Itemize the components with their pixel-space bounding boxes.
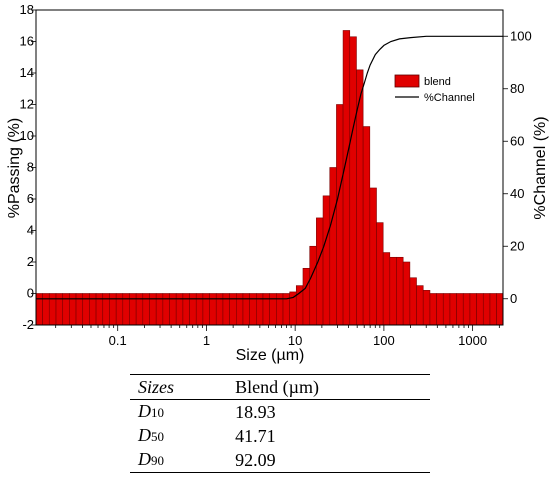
y-tick-label: 4 — [27, 223, 34, 238]
d-values-table: Sizes Blend (µm) D10 18.93 D50 41.71 D90… — [130, 374, 430, 473]
row-label: D90 — [130, 448, 227, 473]
bar — [409, 277, 417, 326]
bar — [482, 293, 491, 326]
legend-swatch-blend — [394, 74, 420, 88]
table-row: D10 18.93 — [130, 400, 430, 425]
channel-line — [36, 35, 503, 300]
bar — [362, 126, 371, 326]
x-tick-label: 100 — [373, 333, 395, 348]
d-symbol: D — [138, 449, 151, 469]
y-tick-label: 18 — [20, 2, 34, 17]
y-axis-right: 0 20 40 60 80 100 — [503, 28, 532, 306]
y-tick-label: -2 — [22, 317, 34, 332]
x-tick-label: 10 — [288, 333, 302, 348]
header-sizes: Sizes — [138, 377, 174, 397]
y2-tick-label: 40 — [510, 186, 524, 201]
y-tick-label: 8 — [27, 160, 34, 175]
row-label: D10 — [130, 400, 227, 425]
bar — [496, 293, 504, 326]
y-tick-label: 12 — [20, 97, 34, 112]
x-axis-label: Size (µm) — [236, 347, 305, 364]
bar — [429, 293, 437, 326]
row-value: 41.71 — [235, 426, 276, 446]
legend-label-blend: blend — [424, 76, 451, 88]
table-row: D90 92.09 — [130, 448, 430, 473]
d-subscript: 10 — [151, 405, 164, 420]
bar — [462, 293, 471, 326]
bar — [382, 252, 391, 326]
bars-group — [35, 30, 504, 326]
bar — [342, 30, 351, 326]
bar — [336, 104, 344, 326]
y2-tick-label: 60 — [510, 133, 524, 148]
legend: blend %Channel — [394, 74, 475, 104]
bar — [402, 261, 411, 326]
bar — [442, 293, 451, 326]
y-tick-label: 0 — [27, 286, 34, 301]
x-tick-label: 0.1 — [109, 333, 127, 348]
y-axis-label: %Passing (%) — [6, 118, 23, 218]
d-symbol: D — [138, 401, 151, 421]
d-subscript: 90 — [151, 453, 164, 468]
y2-tick-label: 20 — [510, 238, 524, 253]
y2-tick-label: 80 — [510, 81, 524, 96]
legend-label-channel: %Channel — [424, 92, 475, 104]
y-tick-label: 14 — [20, 65, 34, 80]
y-tick-label: 6 — [27, 191, 34, 206]
bar — [389, 256, 397, 326]
row-value: 18.93 — [235, 402, 276, 422]
bar — [489, 293, 497, 326]
row-value: 92.09 — [235, 450, 276, 470]
bar — [456, 293, 464, 326]
y2-tick-label: 0 — [510, 291, 517, 306]
bar — [422, 290, 431, 326]
y-tick-label: 2 — [27, 254, 34, 269]
y-axis-left: -2 0 2 4 6 8 10 12 14 16 18 — [20, 2, 36, 332]
bar — [416, 285, 424, 326]
bar — [369, 187, 377, 326]
bar — [436, 293, 444, 326]
x-tick-label: 1 — [203, 333, 210, 348]
table-row: D50 41.71 — [130, 424, 430, 448]
bar — [476, 293, 484, 326]
d-symbol: D — [138, 425, 151, 445]
bar — [322, 195, 331, 326]
y2-tick-label: 100 — [510, 28, 532, 43]
header-blend: Blend (µm) — [235, 377, 320, 397]
x-axis: 0.1 1 10 100 1000 — [55, 325, 500, 348]
y2-axis-label: %Channel (%) — [532, 116, 549, 219]
y-tick-label: 16 — [20, 34, 34, 49]
bar — [449, 293, 457, 326]
x-tick-label: 1000 — [458, 333, 487, 348]
bar — [316, 217, 324, 326]
plot-frame — [35, 9, 504, 326]
bar — [329, 167, 337, 326]
bar — [469, 293, 477, 326]
table-header-row: Sizes Blend (µm) — [130, 374, 430, 400]
bar — [376, 222, 384, 326]
bar — [309, 245, 317, 326]
y-tick-label: 10 — [20, 128, 34, 143]
row-label: D50 — [130, 424, 227, 448]
bar — [302, 267, 311, 326]
d-subscript: 50 — [151, 429, 164, 444]
psd-chart: 0.1 1 10 100 1000 -2 0 2 4 6 8 10 12 14 16 18 0 20 40 60 8… — [6, 2, 549, 364]
bar — [396, 256, 404, 326]
bar — [349, 36, 357, 326]
